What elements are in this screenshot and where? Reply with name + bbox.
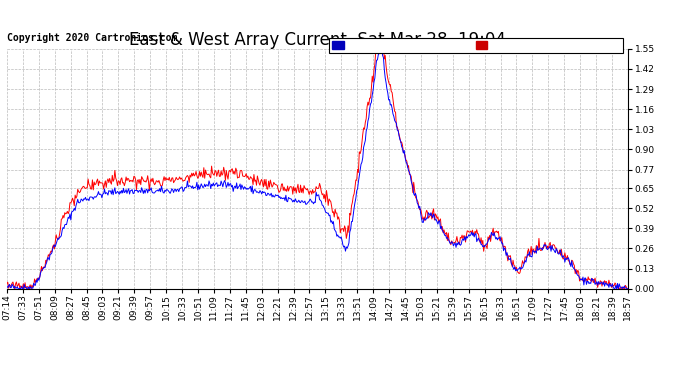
Title: East & West Array Current  Sat Mar 28  19:04: East & West Array Current Sat Mar 28 19:… [129,31,506,49]
Text: Copyright 2020 Cartronics.com: Copyright 2020 Cartronics.com [7,33,177,43]
Legend: East Array  (DC Amps), West Array  (DC Amps): East Array (DC Amps), West Array (DC Amp… [330,38,623,53]
